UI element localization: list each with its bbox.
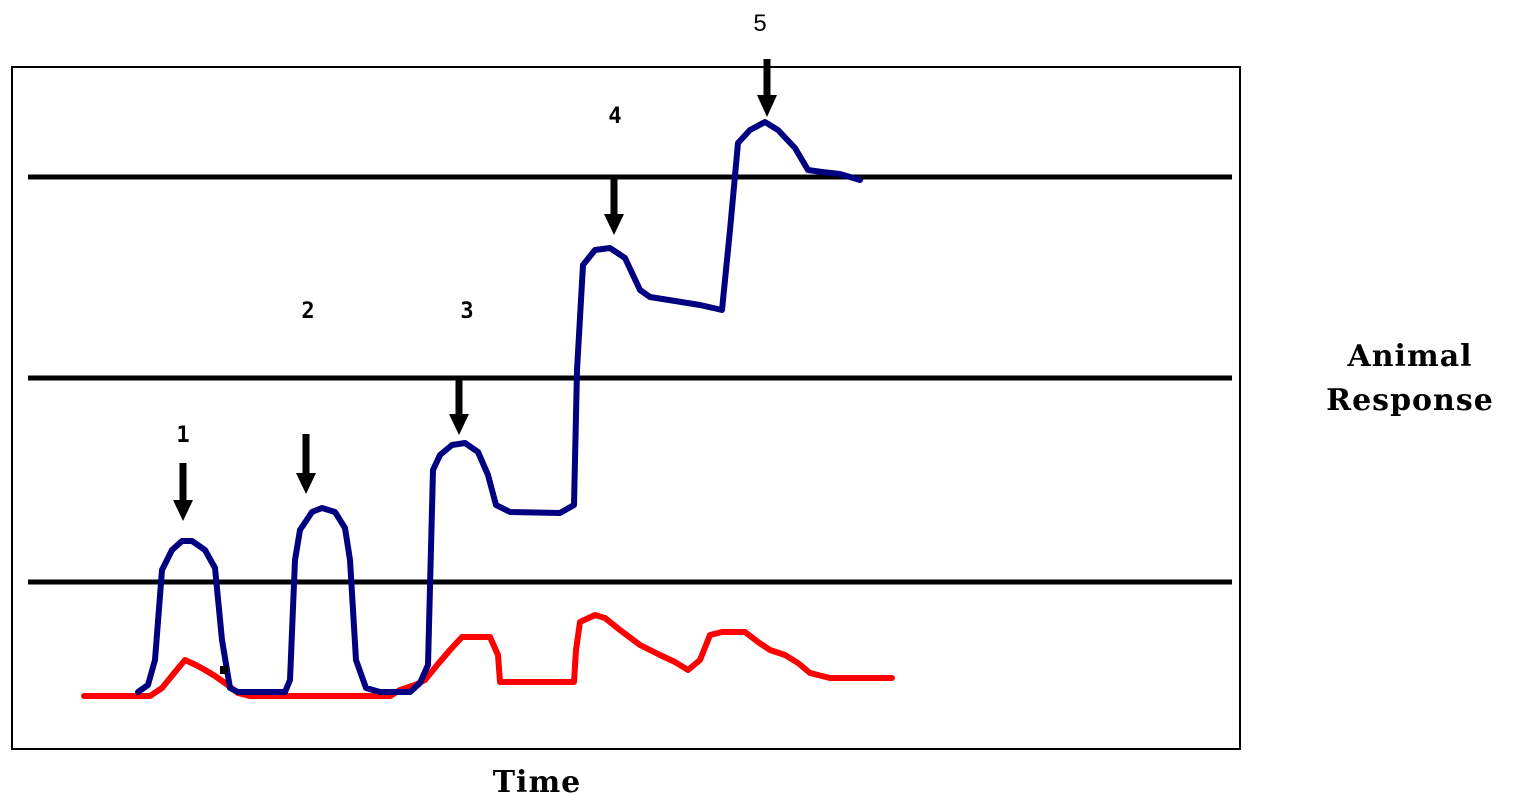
response-trace bbox=[135, 119, 863, 695]
pulse-end-marker bbox=[220, 666, 228, 674]
stimulus-label-4: 4 bbox=[608, 104, 621, 129]
arrow-3 bbox=[449, 378, 469, 435]
arrow-4 bbox=[604, 177, 624, 235]
stimulus-label-3: 3 bbox=[460, 299, 473, 324]
x-axis-label: Time bbox=[493, 765, 582, 800]
y-axis-label-line2: Response bbox=[1326, 383, 1494, 418]
diagram-frame bbox=[11, 66, 1241, 750]
stimulus-label-5: 5 bbox=[753, 10, 766, 37]
arrow-1 bbox=[173, 463, 193, 521]
stimulus-label-1: 1 bbox=[176, 423, 189, 448]
stimulus-label-2: 2 bbox=[301, 299, 314, 324]
y-axis-label-line1: Animal bbox=[1346, 339, 1472, 374]
baseline-trace bbox=[81, 612, 895, 699]
arrow-2 bbox=[296, 434, 316, 494]
arrow-5 bbox=[757, 59, 777, 117]
